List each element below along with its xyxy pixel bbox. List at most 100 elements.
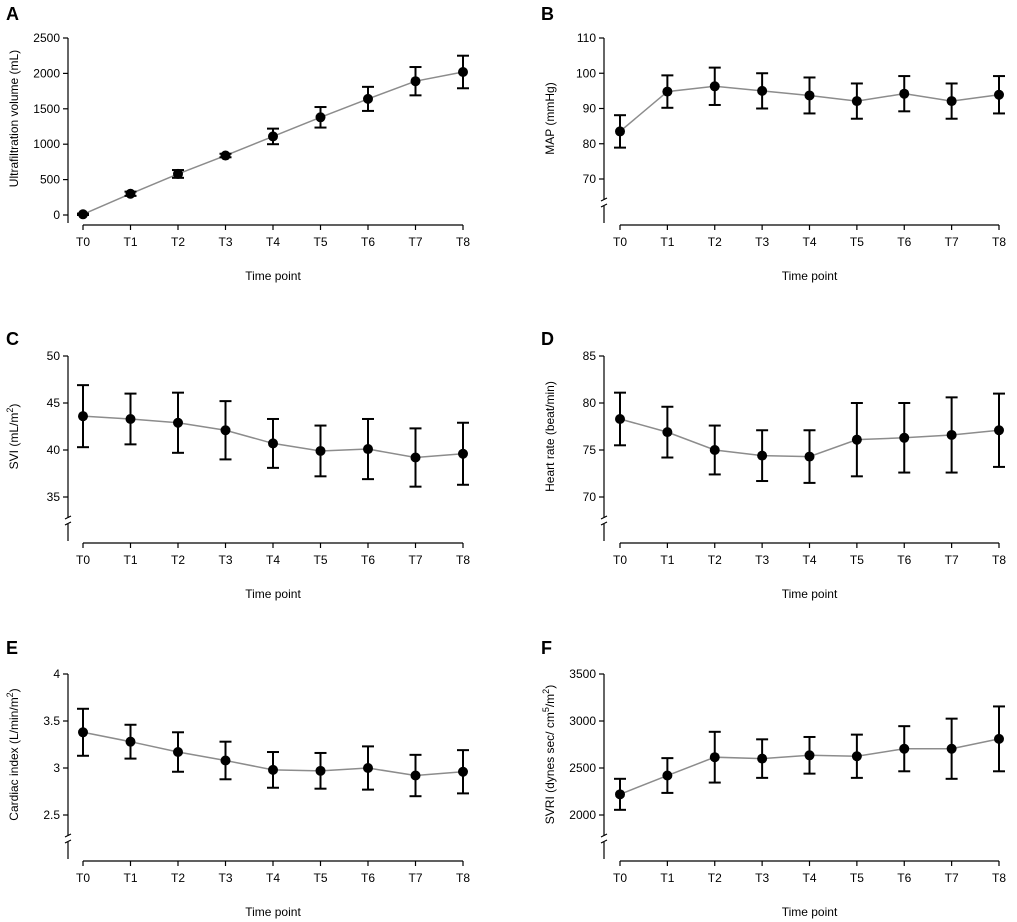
x-tick-label: T0: [76, 553, 90, 567]
x-tick-label: T1: [660, 871, 674, 885]
x-tick-label: T3: [755, 871, 769, 885]
x-tick-label: T7: [408, 553, 422, 567]
chart-panel-b: B 70 80 90 100 110 T0 T1 T2 T3 T4 T5 T6 T7 T8 Time poin…: [541, 4, 1006, 283]
data-point: [173, 747, 183, 758]
y-axis-title: Heart rate (beat/min): [543, 381, 557, 492]
data-point: [946, 96, 957, 107]
x-tick-label: T1: [123, 235, 137, 249]
data-point: [458, 66, 468, 77]
data-point: [994, 89, 1004, 100]
data-point: [804, 750, 815, 761]
y-axis-title: SVRI (dynes sec/ cm5/m2): [541, 685, 557, 824]
y-axis-title: Cardiac index (L/min/m2): [5, 688, 21, 820]
x-tick-label: T0: [613, 553, 627, 567]
data-point: [315, 445, 326, 456]
data-point: [315, 112, 326, 123]
x-tick-label: T0: [613, 235, 627, 249]
x-tick-label: T2: [171, 553, 185, 567]
data-point: [315, 765, 326, 776]
data-point: [220, 755, 231, 766]
data-point: [757, 753, 768, 764]
data-point: [458, 448, 468, 459]
data-point: [662, 427, 673, 438]
x-tick-label: T7: [945, 553, 959, 567]
x-tick-label: T7: [408, 871, 422, 885]
axis-break-mark: [600, 197, 608, 208]
x-tick-label: T6: [361, 871, 375, 885]
y-tick-label: 500: [40, 173, 60, 187]
x-axis-title: Time point: [245, 587, 301, 601]
data-point: [268, 764, 278, 775]
data-point: [78, 411, 88, 422]
axis-break-mark: [600, 515, 608, 526]
y-tick-label: 3: [53, 761, 60, 775]
y-tick-label: 50: [47, 349, 61, 363]
data-point: [615, 413, 625, 424]
x-tick-label: T3: [218, 871, 232, 885]
panel-letter: F: [541, 638, 552, 658]
panel-letter: E: [6, 638, 18, 658]
y-tick-label: 1000: [33, 137, 60, 151]
data-point: [662, 86, 673, 97]
panel-letter: C: [6, 329, 19, 349]
data-point: [78, 209, 88, 220]
data-point: [851, 96, 862, 107]
chart-panel-c: C 35 40 45 50 T0 T1 T2 T3 T4 T5 T6 T7 T8 Time point SVI…: [5, 329, 470, 601]
x-tick-label: T1: [660, 553, 674, 567]
x-tick-label: T4: [802, 871, 816, 885]
x-tick-label: T8: [456, 871, 470, 885]
chart-panel-f: F 2000 2500 3000 3500 T0 T1 T2 T3 T4 T5 T6 T7 T8 Time …: [541, 638, 1006, 919]
data-point: [946, 429, 957, 440]
data-point: [662, 770, 673, 781]
data-point: [709, 752, 720, 763]
x-tick-label: T1: [123, 871, 137, 885]
x-axis-title: Time point: [782, 269, 838, 283]
x-tick-label: T0: [76, 871, 90, 885]
data-point: [994, 425, 1004, 436]
y-tick-label: 1500: [33, 102, 60, 116]
x-tick-label: T3: [218, 235, 232, 249]
x-tick-label: T4: [802, 553, 816, 567]
x-tick-label: T5: [850, 871, 864, 885]
x-axis-title: Time point: [782, 905, 838, 919]
chart-panel-d: D 70 75 80 85 T0 T1 T2 T3 T4 T5 T6 T7 T8 Time point Hea…: [541, 329, 1006, 601]
x-axis-title: Time point: [782, 587, 838, 601]
x-tick-label: T6: [897, 235, 911, 249]
panel-letter: B: [541, 4, 554, 24]
y-tick-label: 2500: [569, 761, 596, 775]
axis-break-mark: [600, 833, 608, 844]
data-point: [851, 751, 862, 762]
y-tick-label: 40: [47, 443, 61, 457]
data-point: [804, 90, 815, 101]
data-point: [757, 450, 768, 461]
y-tick-label: 85: [583, 349, 597, 363]
data-point: [410, 770, 421, 781]
y-tick-label: 80: [583, 137, 597, 151]
y-tick-label: 70: [583, 172, 597, 186]
data-point: [410, 452, 421, 463]
y-tick-label: 2000: [569, 808, 596, 822]
x-tick-label: T0: [613, 871, 627, 885]
y-tick-label: 70: [583, 490, 597, 504]
data-point: [709, 445, 720, 455]
x-tick-label: T1: [123, 553, 137, 567]
y-tick-label: 75: [583, 443, 597, 457]
x-tick-label: T4: [266, 871, 280, 885]
data-point: [363, 93, 373, 104]
x-tick-label: T7: [408, 235, 422, 249]
x-tick-label: T2: [708, 871, 722, 885]
panel-letter: A: [6, 4, 19, 24]
x-tick-label: T2: [708, 553, 722, 567]
y-tick-label: 80: [583, 396, 597, 410]
x-tick-label: T3: [755, 235, 769, 249]
y-tick-label: 3500: [569, 667, 596, 681]
data-point: [220, 150, 231, 161]
y-tick-label: 3000: [569, 714, 596, 728]
y-tick-label: 2.5: [43, 808, 60, 822]
x-tick-label: T6: [361, 235, 375, 249]
data-point: [946, 743, 957, 754]
data-point: [994, 733, 1004, 744]
data-point: [363, 444, 373, 455]
data-point: [78, 727, 88, 738]
